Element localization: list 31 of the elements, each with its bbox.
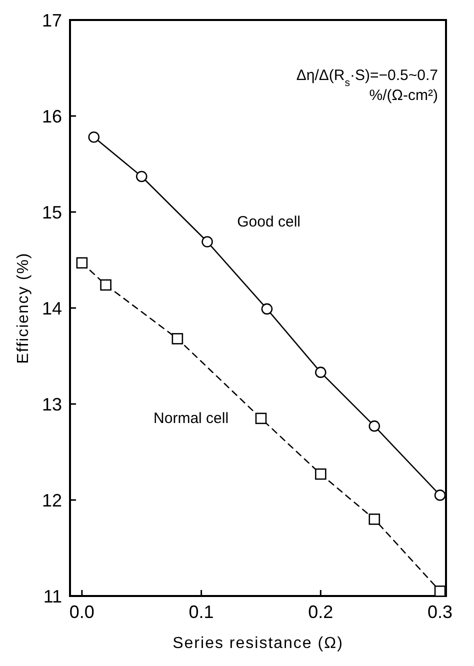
series-label: Good cell <box>237 213 300 230</box>
y-tick-label: 11 <box>43 586 62 606</box>
y-tick-label: 17 <box>42 10 62 30</box>
point <box>255 412 267 424</box>
point <box>368 420 380 432</box>
annotation: %/(Ω-cm²) <box>369 87 438 104</box>
point <box>315 366 326 378</box>
y-tick-label: 14 <box>42 298 62 318</box>
point <box>202 236 213 248</box>
point <box>368 514 380 525</box>
y-tick-label: 16 <box>42 106 62 126</box>
point <box>434 490 446 501</box>
point <box>88 131 100 143</box>
x-axis-title: Series resistance (Ω) <box>172 635 344 652</box>
point <box>100 279 112 291</box>
x-tick-label: 0.1 <box>188 602 214 622</box>
y-tick-label: 15 <box>42 202 62 222</box>
point <box>315 468 326 480</box>
annotation: Δη/Δ(R$_{s}$·S)=−0.5~0.7 <box>296 67 438 89</box>
point <box>136 170 148 182</box>
point <box>261 303 273 315</box>
point <box>172 333 184 344</box>
x-tick-label: 0.0 <box>69 602 94 622</box>
y-tick-label: 12 <box>42 490 62 510</box>
point <box>434 586 446 597</box>
point <box>76 257 88 269</box>
x-tick-label: 0.2 <box>308 602 334 622</box>
x-tick-label: 0.3 <box>428 602 453 622</box>
y-tick-label: 13 <box>42 394 62 414</box>
y-axis-title: Efficiency (%) <box>15 252 32 364</box>
series-label: Normal cell <box>154 410 229 428</box>
